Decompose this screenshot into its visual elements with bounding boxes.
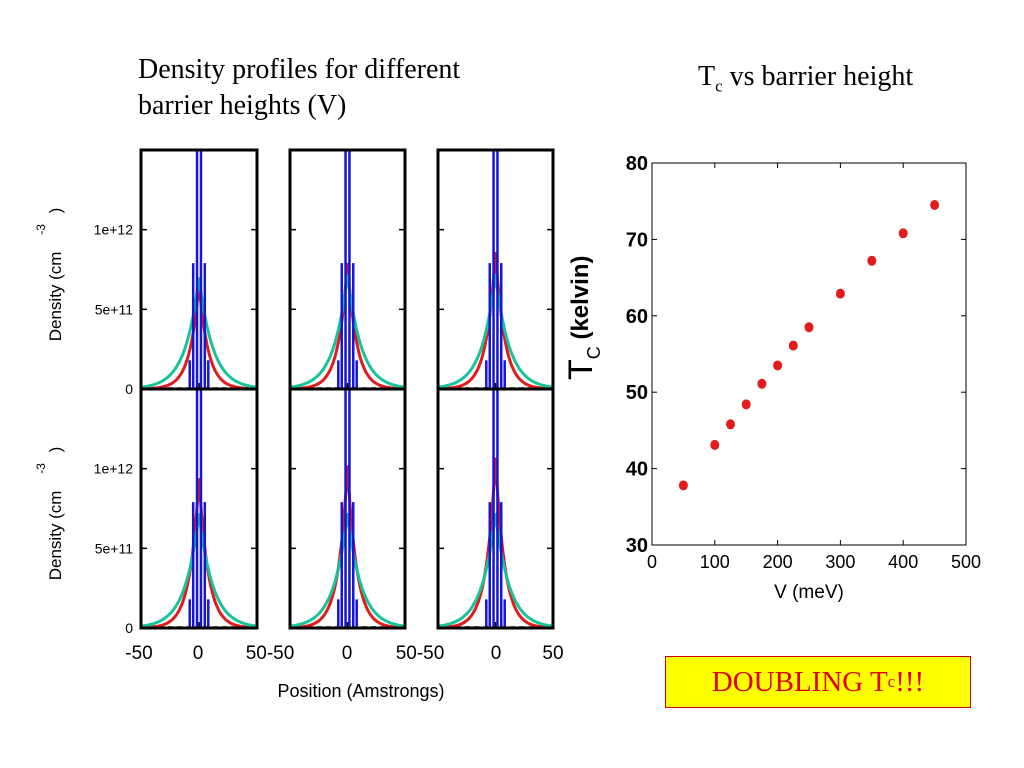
y-tick-label: 5e+11: [95, 540, 133, 556]
panel-plot-area: [438, 150, 553, 389]
x-tick-label: 50: [542, 643, 563, 664]
y-tick-label: 80: [626, 153, 648, 175]
y-axis-label-main: Density (cm: [46, 247, 65, 341]
y-tick-label: 5e+11: [95, 301, 133, 317]
x-tick-label: 50-50: [396, 643, 445, 664]
teal-density-curve: [141, 513, 257, 628]
x-axis-label: Position (Amstrongs): [277, 681, 444, 701]
y-axis-label-superscript: -3: [34, 463, 48, 474]
y-axis-label-close: ): [46, 208, 65, 218]
y-axis-label-main: Density (cm: [46, 486, 65, 580]
y-tick-label: 70: [626, 229, 648, 251]
x-tick-label: 200: [763, 552, 793, 572]
y-axis-label-t: T: [562, 359, 600, 380]
y-tick-label: 1e+12: [94, 222, 134, 238]
y-tick-label: 60: [626, 306, 648, 328]
teal-density-curve: [438, 513, 553, 628]
x-tick-label: 0: [647, 552, 657, 572]
x-tick-label: 0: [342, 643, 353, 664]
scatter-point: [741, 399, 751, 410]
teal-density-curve: [438, 274, 553, 389]
right-title-t: T: [698, 61, 716, 92]
red-density-curve: [438, 251, 553, 389]
scatter-point: [835, 288, 845, 299]
y-tick-label: 30: [626, 535, 648, 557]
scatter-point: [678, 480, 688, 491]
scatter-point: [757, 378, 767, 389]
red-density-curve: [290, 465, 405, 628]
x-tick-label: 500: [951, 552, 981, 572]
scatter-point: [773, 360, 783, 371]
x-tick-label: 0: [193, 643, 204, 664]
y-tick-label: 0: [125, 620, 133, 636]
panel-plot-area: [290, 389, 405, 628]
scatter-point: [898, 228, 908, 239]
y-axis-label-superscript: -3: [34, 224, 48, 235]
x-axis-label: V (meV): [774, 582, 844, 603]
scatter-point: [867, 255, 877, 266]
panel-plot-area: [438, 389, 553, 628]
y-tick-label: 1e+12: [94, 461, 134, 477]
y-axis-label: Density (cm -3 ): [34, 208, 65, 342]
scatter-point: [710, 439, 720, 450]
scatter-point: [788, 340, 798, 351]
scatter-point: [804, 322, 814, 333]
y-tick-label: 40: [626, 459, 648, 481]
scatter-point: [930, 200, 940, 211]
right-title-subscript: c: [715, 76, 723, 96]
panel-plot-area: [141, 389, 257, 628]
left-title-line1: Density profiles for different: [138, 54, 461, 85]
y-axis-label-subscript: C: [584, 346, 604, 359]
y-axis-label: TC (kelvin): [562, 256, 604, 380]
y-tick-label: 50: [626, 382, 648, 404]
teal-density-curve: [290, 513, 405, 628]
density-panel: 0 5e+11 1e+12 Density (cm -3 ): [34, 387, 259, 636]
scatter-point: [726, 419, 735, 430]
doubling-subscript: c: [887, 672, 896, 691]
x-tick-label: 300: [825, 552, 855, 572]
x-tick-label: -50: [125, 643, 152, 664]
y-axis-label: Density (cm -3 ): [34, 447, 65, 581]
right-title-rest: vs barrier height: [722, 61, 914, 92]
scatter-frame: [651, 162, 967, 546]
doubling-text: DOUBLING T: [711, 665, 888, 698]
red-density-curve: [438, 457, 553, 628]
right-chart-title: Tc vs barrier height: [698, 60, 913, 104]
y-tick-label: 0: [125, 381, 133, 397]
density-panel: [436, 387, 555, 630]
x-tick-label: 50-50: [246, 643, 295, 664]
x-tick-label: 400: [888, 552, 918, 572]
x-tick-label: 0: [491, 643, 502, 664]
x-tick-label: 100: [700, 552, 730, 572]
teal-density-curve: [290, 274, 405, 389]
red-density-curve: [290, 262, 405, 389]
doubling-exclaim: !!!: [895, 665, 925, 698]
left-chart-title: Density profiles for different barrier h…: [138, 52, 460, 124]
density-panel: [288, 387, 407, 630]
y-axis-label-units: (kelvin): [567, 256, 594, 347]
left-title-line2: barrier heights (V): [138, 90, 347, 121]
y-axis-label-close: ): [46, 447, 65, 457]
teal-density-curve: [141, 277, 257, 389]
red-density-curve: [141, 478, 257, 628]
